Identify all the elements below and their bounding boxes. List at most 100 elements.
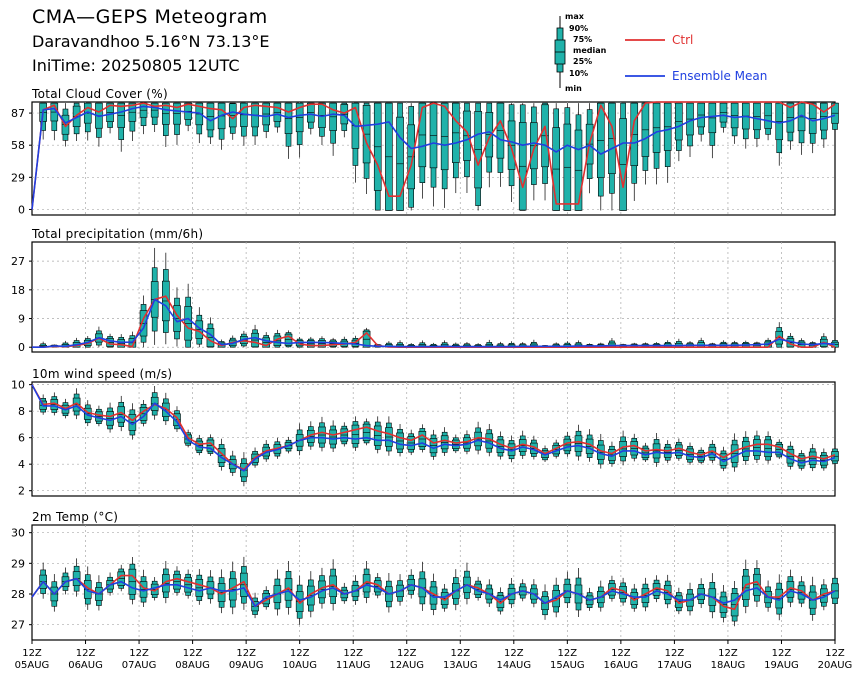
x-tick-label-hour: 12Z — [129, 648, 149, 659]
ensemble-box — [675, 438, 683, 461]
ensemble-box — [362, 327, 371, 348]
x-tick-label-date: 17AUG — [657, 660, 692, 671]
page-title: CMA—GEPS Meteogram — [32, 6, 268, 28]
legend-ctrl-label: Ctrl — [672, 33, 693, 47]
ensemble-box — [697, 578, 705, 608]
ensemble-box — [741, 102, 750, 149]
x-tick-label-date: 14AUG — [496, 660, 531, 671]
x-tick-label-hour: 12Z — [772, 648, 792, 659]
panel-title: 2m Temp (°C) — [32, 510, 118, 524]
ensemble-box — [563, 571, 572, 608]
ensemble-box — [362, 418, 371, 446]
legend-mean-label: Ensemble Mean — [672, 69, 767, 83]
ensemble-box — [574, 424, 583, 461]
ensemble-box — [708, 102, 717, 159]
ensemble-box — [541, 102, 549, 201]
x-tick-label-date: 07AUG — [122, 660, 157, 671]
ensemble-box — [429, 429, 438, 460]
y-tick-label: 4 — [18, 458, 25, 471]
ensemble-box — [808, 102, 817, 154]
ensemble-box — [775, 322, 784, 348]
ensemble-box — [831, 102, 839, 136]
ensemble-box — [351, 416, 360, 451]
ensemble-box — [173, 566, 181, 596]
ensemble-box — [329, 420, 337, 452]
x-tick-label-date: 18AUG — [711, 660, 746, 671]
y-tick-label: 27 — [11, 255, 25, 268]
ensemble-mean-line — [31, 384, 836, 472]
ensemble-box — [697, 447, 705, 465]
y-tick-label: 0 — [18, 341, 25, 354]
legend-box-label: 90% — [569, 24, 588, 33]
y-tick-label: 87 — [11, 107, 25, 120]
ensemble-box — [407, 569, 415, 599]
x-tick-label-hour: 12Z — [76, 648, 96, 659]
ensemble-box — [340, 422, 349, 447]
ensemble-box — [39, 562, 47, 599]
ensemble-box — [418, 102, 427, 199]
ensemble-box — [396, 102, 404, 211]
ensemble-box — [128, 556, 137, 605]
panel-title: 10m wind speed (m/s) — [32, 367, 172, 381]
ensemble-box — [373, 102, 382, 211]
ensemble-box — [686, 442, 694, 465]
ensemble-box — [385, 416, 393, 456]
ensemble-box — [630, 433, 639, 462]
x-tick-label-hour: 12Z — [665, 648, 685, 659]
ensemble-box — [184, 102, 192, 132]
ensemble-box — [596, 102, 605, 211]
ensemble-box — [641, 442, 650, 463]
legend-box-label: min — [565, 84, 582, 93]
ensemble-box — [574, 103, 583, 211]
y-tick-label: 8 — [18, 405, 25, 418]
ensemble-box — [686, 341, 694, 348]
ensemble-box — [295, 102, 304, 158]
ensemble-box — [195, 569, 204, 605]
ensemble-box — [753, 560, 761, 607]
ensemble-box — [463, 102, 471, 193]
location-label: Daravandhoo 5.16°N 73.13°E — [32, 32, 270, 51]
x-tick-label-date: 10AUG — [282, 660, 317, 671]
y-tick-label: 30 — [11, 527, 25, 540]
ensemble-box — [753, 102, 761, 148]
ensemble-box — [307, 102, 315, 135]
ensemble-box — [764, 102, 772, 141]
ctrl-line — [31, 384, 836, 471]
ensemble-box — [786, 102, 795, 150]
init-time-label: IniTime: 20250805 12UTC — [32, 56, 240, 75]
ensemble-box — [184, 569, 192, 599]
ensemble-box — [518, 103, 527, 211]
y-tick-label: 10 — [11, 379, 25, 392]
ensemble-box — [641, 102, 650, 185]
legend-box-label: max — [565, 12, 585, 21]
ensemble-box — [340, 102, 349, 138]
ensemble-box — [128, 403, 137, 440]
y-tick-label: 27 — [11, 619, 25, 632]
x-tick-label-date: 11AUG — [336, 660, 371, 671]
ensemble-box — [719, 340, 728, 348]
x-tick-label-hour: 12Z — [450, 648, 470, 659]
panel-title: Total Cloud Cover (%) — [31, 87, 168, 101]
ensemble-box — [452, 102, 460, 194]
ensemble-box — [251, 102, 259, 145]
ensemble-box — [741, 559, 750, 614]
y-tick-label: 0 — [18, 203, 25, 216]
ensemble-box — [106, 402, 114, 433]
ensemble-box — [284, 330, 293, 348]
ensemble-box — [741, 431, 750, 465]
ensemble-box — [753, 430, 761, 464]
y-tick-label: 28 — [11, 588, 25, 601]
ensemble-box — [340, 336, 349, 348]
x-tick-label-hour: 12Z — [22, 648, 42, 659]
y-tick-label: 29 — [11, 171, 25, 184]
ensemble-box — [686, 102, 694, 157]
x-tick-label-date: 15AUG — [550, 660, 585, 671]
ensemble-box — [820, 102, 828, 148]
ensemble-box — [530, 103, 538, 201]
ensemble-box — [675, 102, 683, 162]
x-tick-label-hour: 12Z — [183, 648, 203, 659]
x-tick-label-hour: 12Z — [397, 648, 417, 659]
ensemble-box — [507, 103, 516, 203]
ensemble-box — [563, 431, 572, 457]
